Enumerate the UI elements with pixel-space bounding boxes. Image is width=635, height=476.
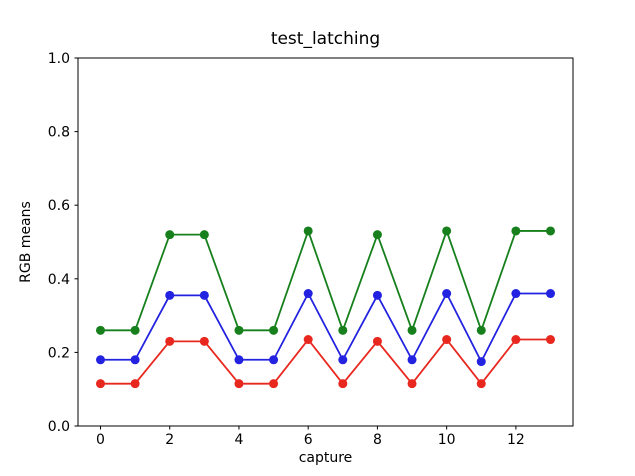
series-blue-mean [96,289,555,367]
data-point-marker [546,289,555,299]
data-point-marker [372,290,382,300]
series-green-mean [96,226,555,335]
data-point-marker [303,289,313,299]
series-line-blue-mean [100,292,551,363]
x-tick-label: 8 [373,432,382,448]
series-line-green-mean [100,230,551,332]
data-point-marker [234,379,244,389]
data-point-marker [442,289,452,299]
x-tick-label: 12 [507,432,525,448]
y-tick-label: 0.0 [48,419,70,435]
data-point-marker [338,355,348,365]
data-point-marker [130,379,140,389]
data-point-marker [130,355,140,365]
y-tick-label: 0.6 [48,198,70,214]
data-point-marker [372,336,382,346]
data-point-marker [269,355,279,365]
data-point-marker [96,325,105,335]
x-tick-label: 10 [438,432,456,448]
data-point-marker [546,226,555,236]
y-tick-label: 0.4 [48,272,70,288]
x-tick-label: 6 [304,432,313,448]
data-point-marker [338,379,348,389]
data-point-marker [96,355,105,365]
data-point-marker [165,290,175,300]
data-point-marker [476,379,486,389]
data-point-marker [407,379,417,389]
data-point-marker [511,226,521,236]
data-point-marker [476,325,486,335]
data-point-marker [442,226,452,236]
x-tick-label: 2 [165,432,174,448]
data-point-marker [476,357,486,367]
data-point-marker [234,355,244,365]
data-point-marker [234,325,244,335]
chart-title: test_latching [270,29,381,49]
y-tick-label: 0.2 [48,345,70,361]
data-point-marker [407,325,417,335]
axes-frame [77,57,574,427]
data-point-marker [303,226,313,236]
data-point-marker [407,355,417,365]
x-tick-label: 0 [96,432,105,448]
data-point-marker [96,379,105,389]
data-point-marker [511,289,521,299]
data-point-marker [199,336,209,346]
data-point-marker [165,336,175,346]
data-point-marker [165,230,175,240]
data-point-marker [269,325,279,335]
data-point-marker [511,335,521,345]
y-tick-label: 1.0 [48,51,70,67]
y-tick-label: 0.8 [48,125,70,141]
series-line-red-mean [100,338,551,385]
data-point-marker [338,325,348,335]
x-tick-label: 4 [235,432,244,448]
data-point-marker [199,290,209,300]
data-point-marker [372,230,382,240]
data-point-marker [303,335,313,345]
data-point-marker [546,335,555,345]
data-point-marker [199,230,209,240]
data-point-marker [442,335,452,345]
data-point-marker [130,325,140,335]
x-axis-label: capture [298,450,353,466]
series-red-mean [96,335,555,389]
data-point-marker [269,379,279,389]
